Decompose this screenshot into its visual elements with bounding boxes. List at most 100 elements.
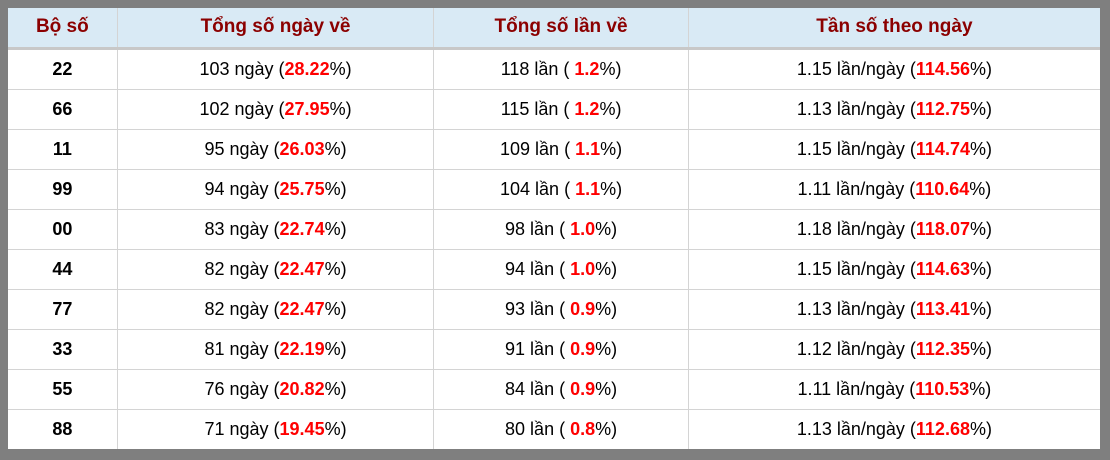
times-percent: 1.2 xyxy=(574,58,600,79)
days-percent: 22.47 xyxy=(279,299,325,320)
frequency-percent: 110.53 xyxy=(915,379,970,400)
pair-value: 99 xyxy=(52,179,73,200)
days-suffix: %) xyxy=(324,179,347,200)
pair-cell: 11 xyxy=(8,129,118,170)
days-text: 71 ngày ( xyxy=(204,419,280,440)
days-text: 82 ngày ( xyxy=(204,259,280,280)
stats-table: Bộ số Tổng số ngày về Tổng số lần về Tần… xyxy=(8,8,1100,449)
table-row: 44 82 ngày (22.47%) 94 lần ( 1.0%) 1.15 … xyxy=(8,249,1100,290)
pair-cell: 33 xyxy=(8,329,118,370)
days-percent: 27.95 xyxy=(284,99,330,120)
days-text: 102 ngày ( xyxy=(199,99,285,120)
times-suffix: %) xyxy=(600,139,623,160)
frequency-cell: 1.13 lần/ngày (112.68%) xyxy=(687,409,1100,449)
days-suffix: %) xyxy=(324,419,347,440)
days-percent: 28.22 xyxy=(284,58,330,79)
times-percent: 1.1 xyxy=(575,139,601,160)
days-cell: 71 ngày (19.45%) xyxy=(116,409,434,449)
pair-value: 00 xyxy=(52,219,73,240)
days-cell: 76 ngày (20.82%) xyxy=(116,369,434,410)
frequency-suffix: %) xyxy=(969,58,992,79)
times-suffix: %) xyxy=(595,299,618,320)
pair-value: 11 xyxy=(52,139,72,160)
frequency-suffix: %) xyxy=(969,179,992,200)
times-text: 118 lần ( xyxy=(500,58,575,79)
header-row: Bộ số Tổng số ngày về Tổng số lần về Tần… xyxy=(8,8,1100,50)
days-suffix: %) xyxy=(329,99,352,120)
frequency-suffix: %) xyxy=(969,99,992,120)
frequency-percent: 114.63 xyxy=(915,259,970,280)
times-percent: 1.2 xyxy=(574,99,600,120)
pair-value: 88 xyxy=(52,419,73,440)
times-cell: 115 lần ( 1.2%) xyxy=(433,89,689,130)
table-row: 11 95 ngày (26.03%) 109 lần ( 1.1%) 1.15… xyxy=(8,129,1100,170)
pair-value: 77 xyxy=(52,299,73,320)
frequency-cell: 1.13 lần/ngày (113.41%) xyxy=(687,289,1100,330)
column-header-pair: Bộ số xyxy=(8,8,118,50)
days-suffix: %) xyxy=(329,58,352,79)
days-percent: 26.03 xyxy=(279,139,325,160)
times-text: 80 lần ( xyxy=(505,419,571,440)
times-text: 84 lần ( xyxy=(505,379,571,400)
frequency-percent: 118.07 xyxy=(915,219,970,240)
days-cell: 83 ngày (22.74%) xyxy=(116,209,434,250)
times-percent: 1.1 xyxy=(575,179,601,200)
times-cell: 91 lần ( 0.9%) xyxy=(433,329,689,370)
times-cell: 94 lần ( 1.0%) xyxy=(433,249,689,290)
times-suffix: %) xyxy=(595,219,618,240)
days-suffix: %) xyxy=(324,219,347,240)
frequency-percent: 112.75 xyxy=(915,99,970,120)
pair-cell: 44 xyxy=(8,249,118,290)
times-cell: 104 lần ( 1.1%) xyxy=(433,169,689,210)
frequency-cell: 1.11 lần/ngày (110.53%) xyxy=(687,369,1100,410)
times-percent: 1.0 xyxy=(570,259,596,280)
times-suffix: %) xyxy=(595,379,618,400)
frequency-text: 1.11 lần/ngày ( xyxy=(797,179,916,200)
frequency-percent: 114.74 xyxy=(915,139,970,160)
days-suffix: %) xyxy=(324,139,347,160)
days-text: 95 ngày ( xyxy=(204,139,280,160)
frequency-percent: 112.68 xyxy=(915,419,970,440)
times-percent: 0.9 xyxy=(570,299,596,320)
times-cell: 93 lần ( 0.9%) xyxy=(433,289,689,330)
frequency-cell: 1.15 lần/ngày (114.74%) xyxy=(687,129,1100,170)
days-suffix: %) xyxy=(324,259,347,280)
frequency-text: 1.12 lần/ngày ( xyxy=(796,339,916,360)
table-row: 22 103 ngày (28.22%) 118 lần ( 1.2%) 1.1… xyxy=(8,48,1100,90)
days-cell: 95 ngày (26.03%) xyxy=(116,129,434,170)
times-cell: 118 lần ( 1.2%) xyxy=(433,48,689,90)
times-suffix: %) xyxy=(595,339,618,360)
pair-cell: 66 xyxy=(8,89,118,130)
pair-value: 33 xyxy=(52,339,73,360)
frequency-cell: 1.13 lần/ngày (112.75%) xyxy=(687,89,1100,130)
times-percent: 0.9 xyxy=(570,339,596,360)
days-cell: 81 ngày (22.19%) xyxy=(116,329,434,370)
frequency-text: 1.15 lần/ngày ( xyxy=(796,139,916,160)
pair-cell: 88 xyxy=(8,409,118,449)
table-header: Bộ số Tổng số ngày về Tổng số lần về Tần… xyxy=(8,8,1100,50)
days-percent: 25.75 xyxy=(279,179,325,200)
frequency-cell: 1.15 lần/ngày (114.56%) xyxy=(687,48,1100,90)
table-body: 22 103 ngày (28.22%) 118 lần ( 1.2%) 1.1… xyxy=(8,48,1100,449)
pair-cell: 22 xyxy=(8,48,117,90)
times-text: 104 lần ( xyxy=(500,179,576,200)
frequency-text: 1.13 lần/ngày ( xyxy=(796,299,916,320)
pair-value: 55 xyxy=(52,379,73,400)
table-row: 99 94 ngày (25.75%) 104 lần ( 1.1%) 1.11… xyxy=(8,169,1100,210)
frequency-percent: 112.35 xyxy=(915,339,970,360)
column-header-frequency: Tần số theo ngày xyxy=(687,8,1100,50)
frequency-percent: 110.64 xyxy=(915,179,970,200)
frequency-suffix: %) xyxy=(969,379,992,400)
frequency-suffix: %) xyxy=(969,219,992,240)
days-cell: 102 ngày (27.95%) xyxy=(116,89,434,130)
days-percent: 22.19 xyxy=(279,339,325,360)
table-row: 33 81 ngày (22.19%) 91 lần ( 0.9%) 1.12 … xyxy=(8,329,1100,370)
days-suffix: %) xyxy=(324,299,347,320)
times-percent: 0.9 xyxy=(570,379,596,400)
days-percent: 22.47 xyxy=(279,259,325,280)
days-text: 103 ngày ( xyxy=(199,58,285,79)
times-text: 93 lần ( xyxy=(505,299,571,320)
times-suffix: %) xyxy=(600,179,623,200)
frequency-text: 1.15 lần/ngày ( xyxy=(796,259,916,280)
days-text: 82 ngày ( xyxy=(204,299,280,320)
